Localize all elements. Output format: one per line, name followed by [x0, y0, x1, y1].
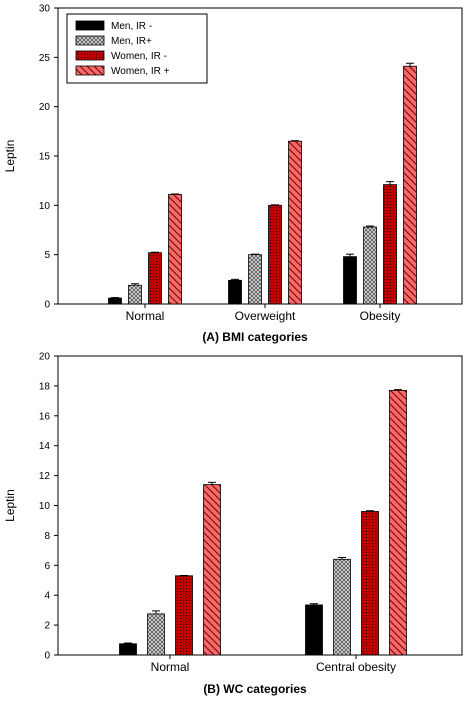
- legend-swatch: [75, 20, 105, 31]
- x-tick-label: Obesity: [360, 309, 401, 323]
- y-tick-label: 5: [44, 250, 50, 261]
- bar: [108, 297, 122, 305]
- bar: [228, 279, 242, 305]
- y-tick-label: 8: [44, 531, 50, 542]
- bar: [147, 613, 165, 656]
- chart-wc-categories: 0 2 4 6 8 10 12 14 16 18 20 Normal Central obesity Le…: [3, 352, 463, 696]
- legend-swatch: [75, 50, 105, 61]
- y-tick-label: 16: [39, 411, 51, 422]
- y-tick-label: 14: [39, 441, 51, 452]
- y-tick-label: 10: [39, 201, 51, 212]
- bar: [128, 284, 142, 305]
- bar: [361, 511, 379, 656]
- y-tick-label: 25: [39, 53, 51, 64]
- bar: [203, 484, 221, 656]
- y-axis-label: Leptin: [3, 140, 17, 173]
- legend-label: Women, IR -: [111, 51, 167, 62]
- y-tick-label: 20: [39, 102, 51, 113]
- y-tick-label: 10: [39, 501, 51, 512]
- y-tick-label: 20: [39, 352, 51, 363]
- x-tick-label: Normal: [126, 309, 165, 323]
- y-tick-label: 12: [39, 471, 51, 482]
- legend-label: Men, IR+: [111, 36, 152, 47]
- x-tick-label: Normal: [151, 660, 190, 674]
- bar: [148, 252, 162, 305]
- bar: [268, 204, 282, 305]
- y-tick-label: 0: [44, 300, 50, 311]
- bar: [403, 65, 417, 305]
- legend-label: Women, IR +: [111, 66, 170, 77]
- bar: [333, 558, 351, 656]
- bar: [363, 226, 377, 305]
- x-tick-label: Central obesity: [316, 660, 396, 674]
- y-tick-label: 0: [44, 651, 50, 662]
- chart-bmi-categories: 0 5 10 15 20 25 30 Normal Overweight Obesity Lepti…: [3, 4, 463, 344]
- y-tick-label: 15: [39, 152, 51, 163]
- legend-swatch: [75, 65, 105, 76]
- x-tick-label: Overweight: [235, 309, 296, 323]
- bar: [175, 575, 193, 656]
- y-tick-label: 30: [39, 4, 51, 15]
- y-tick-label: 6: [44, 561, 50, 572]
- bar: [305, 604, 323, 656]
- bar: [168, 194, 182, 305]
- bar: [389, 389, 407, 656]
- y-axis-label: Leptin: [3, 489, 17, 522]
- legend-label: Men, IR -: [111, 21, 152, 32]
- bar: [343, 256, 357, 305]
- chart-title: (B) WC categories: [203, 682, 307, 696]
- y-tick-label: 4: [44, 591, 50, 602]
- chart-title: (A) BMI categories: [202, 330, 308, 344]
- bar: [248, 254, 262, 305]
- bar: [288, 140, 302, 305]
- bar: [383, 184, 397, 305]
- bar: [119, 643, 137, 656]
- legend-swatch: [75, 35, 105, 46]
- y-tick-label: 2: [44, 621, 50, 632]
- y-tick-label: 18: [39, 381, 51, 392]
